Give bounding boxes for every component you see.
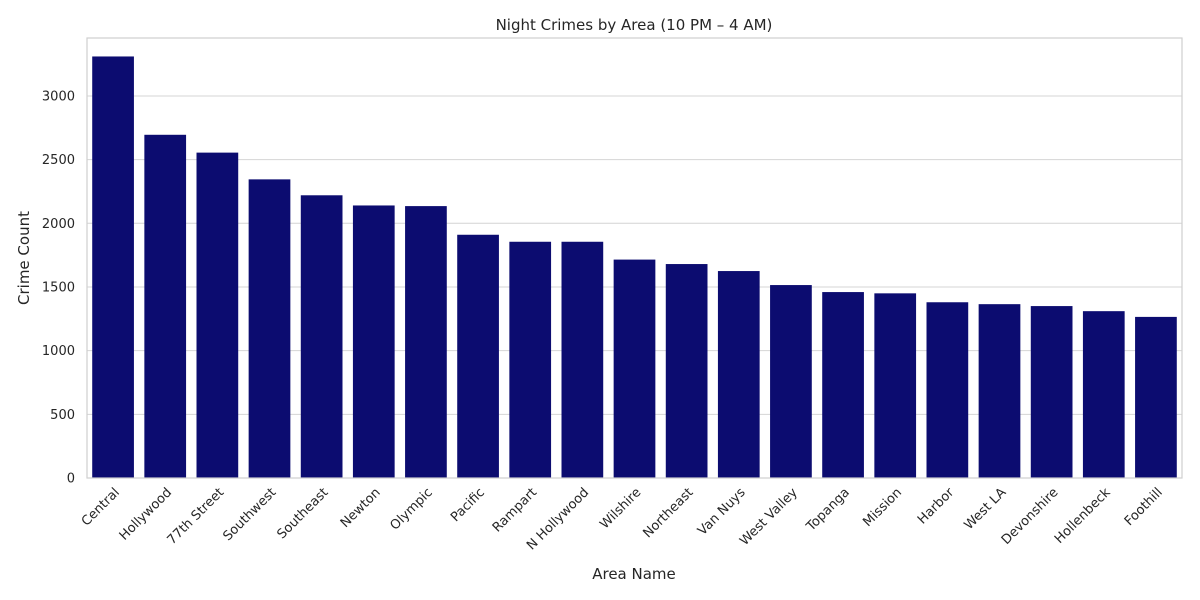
bar	[1030, 306, 1073, 478]
x-tick-label: Van Nuys	[695, 485, 749, 539]
y-tick-label: 2000	[42, 217, 75, 232]
bar	[874, 293, 917, 478]
bar	[144, 134, 187, 478]
bars	[92, 56, 1177, 479]
x-tick-label: Foothill	[1122, 485, 1166, 529]
bar	[196, 152, 239, 478]
x-tick-label: Newton	[338, 485, 384, 531]
bar	[248, 179, 291, 478]
bar	[978, 304, 1021, 478]
y-axis-label: Crime Count	[15, 211, 33, 305]
x-tick-label: Hollenbeck	[1052, 485, 1114, 547]
y-tick-label: 1500	[42, 280, 75, 295]
x-tick-label: Southeast	[274, 485, 331, 542]
x-tick-label: Central	[79, 485, 123, 529]
bar	[509, 241, 552, 478]
x-tick-label: Southwest	[220, 485, 279, 544]
y-tick-label: 0	[67, 472, 75, 487]
chart-title: Night Crimes by Area (10 PM – 4 AM)	[496, 16, 773, 34]
y-tick-label: 500	[50, 408, 75, 423]
bar	[822, 292, 864, 478]
bar	[717, 271, 760, 478]
x-tick-label: West LA	[962, 485, 1010, 533]
x-tick-label: Wilshire	[597, 485, 644, 532]
x-tick-label: Pacific	[448, 485, 488, 525]
x-tick-label: Devonshire	[999, 485, 1062, 548]
y-tick-label: 3000	[42, 89, 75, 104]
x-tick-label: Olympic	[388, 485, 436, 533]
bar	[92, 56, 134, 478]
bar	[770, 285, 812, 478]
bar	[665, 264, 708, 478]
x-tick-label: 77th Street	[165, 485, 228, 548]
x-tick-label: Rampart	[490, 485, 540, 535]
y-tick-label: 1000	[42, 344, 75, 359]
plot-frame	[86, 37, 1183, 479]
bar	[926, 302, 969, 478]
x-axis-label: Area Name	[592, 565, 676, 583]
x-tick-label: Topanga	[803, 485, 853, 535]
x-tick-label: Mission	[860, 485, 905, 530]
bar	[613, 259, 656, 478]
x-tick-label: Harbor	[915, 485, 958, 528]
bar	[561, 241, 604, 478]
bar	[405, 206, 447, 479]
bar	[1082, 311, 1125, 478]
bar	[457, 234, 499, 478]
bar	[352, 205, 395, 478]
y-axis-ticks: 0 500 1000 1500 2000 2500 3000	[42, 89, 75, 486]
x-tick-label: Northeast	[640, 485, 696, 541]
bar	[300, 195, 343, 479]
bar	[1135, 316, 1177, 478]
y-tick-label: 2500	[42, 153, 75, 168]
